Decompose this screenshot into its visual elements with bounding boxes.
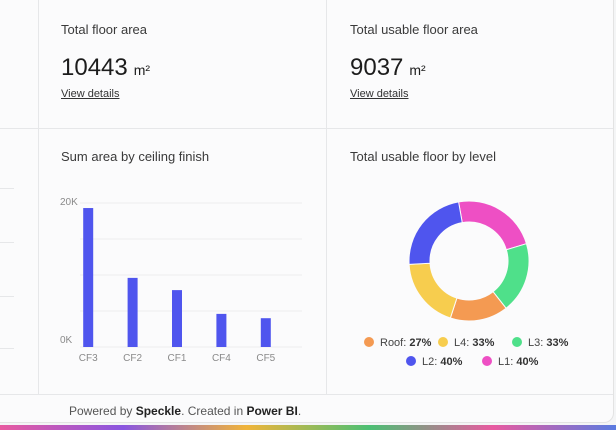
bar-chart-title: Sum area by ceiling finish — [61, 149, 210, 164]
legend-value: 33% — [546, 337, 569, 349]
legend-label: L2: — [422, 356, 441, 368]
footer-middle: . Created in — [181, 404, 247, 418]
donut-chart — [408, 200, 530, 322]
bar-chart: 20K 0K CF3 CF2 CF1 CF4 CF5 — [60, 197, 302, 364]
legend-label: L3: — [528, 337, 547, 349]
x-tick-label: CF3 — [79, 353, 98, 364]
kpi-label: Total floor area — [61, 22, 147, 37]
footer-prefix: Powered by — [69, 404, 136, 418]
footer-brand: Speckle — [135, 404, 182, 418]
legend-swatch — [406, 356, 416, 366]
left-panel-gridline — [0, 188, 14, 189]
kpi-unit: m² — [409, 62, 426, 78]
legend-label: Roof: — [380, 337, 410, 349]
bar-cf3[interactable] — [83, 208, 94, 347]
x-tick-label: CF4 — [212, 353, 231, 364]
legend-label: L4: — [454, 337, 473, 349]
legend-item-l2[interactable]: L2: 40% — [406, 356, 462, 368]
footer-credit: Powered by Speckle. Created in Power BI. — [69, 404, 301, 418]
bar-cf5[interactable] — [260, 318, 271, 347]
desktop-wallpaper-strip — [0, 425, 616, 430]
bar-cf4[interactable] — [216, 313, 227, 347]
donut-chart-title: Total usable floor by level — [350, 149, 496, 164]
kpi-label: Total usable floor area — [350, 22, 478, 37]
kpi-unit: m² — [133, 62, 151, 78]
kpi-value: 10443 m² — [61, 54, 150, 82]
legend-value: 33% — [472, 337, 495, 349]
legend-swatch — [364, 337, 374, 347]
donut-slice-l4[interactable] — [408, 262, 458, 319]
legend-item-roof[interactable]: Roof: 27% — [364, 337, 431, 349]
legend-value: 27% — [409, 337, 432, 349]
bar-cf1[interactable] — [172, 290, 182, 347]
kpi-number: 10443 — [61, 54, 128, 81]
view-details-link[interactable]: View details — [61, 88, 120, 100]
bar-cf2[interactable] — [127, 277, 138, 347]
view-details-link[interactable]: View details — [350, 88, 409, 100]
legend-swatch — [512, 337, 522, 347]
legend-item-l4[interactable]: L4: 33% — [438, 337, 494, 349]
kpi-value: 9037 m² — [350, 54, 426, 82]
x-tick-label: CF1 — [168, 353, 187, 364]
panel-divider — [38, 0, 39, 395]
donut-slice-l1[interactable] — [458, 200, 528, 251]
legend-item-l3[interactable]: L3: 33% — [512, 337, 568, 349]
y-tick-label: 20K — [60, 197, 78, 208]
legend-value: 40% — [440, 356, 463, 368]
x-tick-label: CF5 — [256, 353, 275, 364]
donut-slice-l2[interactable] — [408, 201, 463, 265]
panel-divider — [326, 0, 327, 395]
legend-swatch — [438, 337, 448, 347]
footer-tool: Power BI — [246, 404, 298, 418]
panel-divider — [0, 394, 613, 395]
legend-item-l1[interactable]: L1: 40% — [482, 356, 538, 368]
kpi-number: 9037 — [350, 54, 404, 81]
y-tick-label: 0K — [60, 335, 73, 346]
left-panel-gridline — [0, 296, 14, 297]
x-tick-label: CF2 — [123, 353, 142, 364]
footer-suffix: . — [297, 404, 302, 418]
left-panel-gridline — [0, 242, 14, 243]
legend-label: L1: — [498, 356, 517, 368]
legend-value: 40% — [516, 356, 539, 368]
panel-divider — [0, 128, 613, 129]
left-panel-gridline — [0, 348, 14, 349]
legend-swatch — [482, 356, 492, 366]
